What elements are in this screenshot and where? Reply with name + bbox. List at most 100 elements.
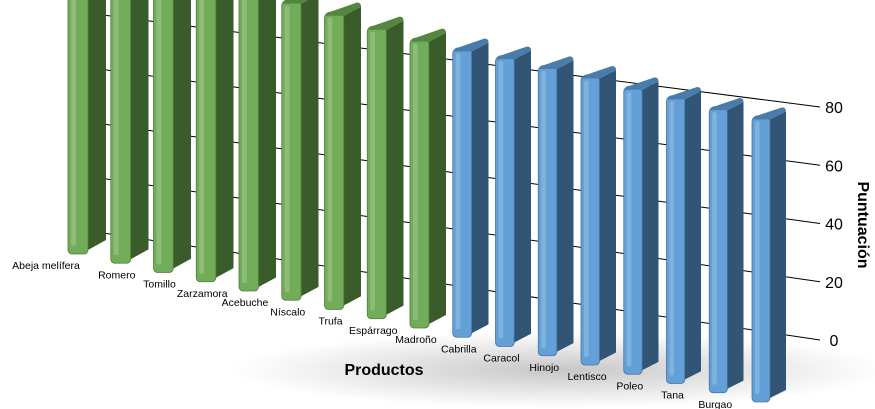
x-tick-label-12: Lentisco	[567, 371, 606, 383]
bar-side-1	[130, 0, 149, 260]
y-tick-label-0: 0	[830, 333, 839, 350]
bar-front-11	[537, 66, 558, 357]
bar-front-5	[281, 1, 302, 301]
bar-13	[623, 77, 659, 375]
bar-highlight-12	[584, 80, 589, 357]
x-tick-label-13: Poleo	[616, 380, 643, 392]
bar-14	[666, 86, 701, 384]
bar-front-14	[666, 96, 686, 384]
bar-10	[495, 46, 531, 347]
x-tick-label-0: Abeja melífera	[12, 260, 80, 272]
bar-highlight-16	[755, 121, 760, 394]
bar-top-5	[281, 0, 308, 4]
x-tick-label-14: Tana	[661, 390, 684, 402]
bar-top-9	[452, 38, 489, 52]
bar-highlight-3	[199, 0, 205, 274]
bar-front-13	[623, 87, 643, 375]
bar-front-4	[238, 0, 259, 292]
x-tick-label-10: Caracol	[483, 353, 519, 365]
bar-front-3	[195, 0, 217, 283]
bars	[67, 0, 786, 403]
bar-front-7	[366, 27, 387, 320]
bar-0	[67, 0, 106, 255]
bar-front-2	[153, 0, 174, 273]
bar-front-1	[110, 0, 132, 264]
bar-top-8	[410, 28, 446, 42]
bar-6	[324, 2, 361, 310]
bar-front-16	[751, 116, 771, 403]
bar-12	[580, 66, 616, 366]
bar-highlight-1	[113, 0, 119, 256]
bar-highlight-5	[284, 5, 290, 293]
bar-5	[281, 0, 319, 301]
bar-top-16	[752, 107, 786, 120]
x-tick-label-15: Burgao	[698, 399, 732, 409]
bar-side-12	[599, 70, 616, 361]
y-tick-label-40: 40	[825, 217, 843, 234]
bar-highlight-14	[669, 101, 675, 376]
y-tick-label-80: 80	[825, 100, 843, 117]
category-labels: Abeja melífera Romero TomilloZarzamoraAceb…	[12, 260, 768, 409]
x-tick-label-7: Espárrago	[349, 325, 398, 337]
bar-highlight-15	[712, 112, 717, 385]
x-tick-label-8: Madroño	[395, 334, 437, 346]
bar-front-8	[409, 39, 430, 329]
bar-3	[195, 0, 234, 283]
x-tick-label-1: Romero	[98, 269, 136, 281]
bar-top-12	[581, 66, 616, 79]
bar-9	[452, 38, 489, 338]
y-tick-label-20: 20	[825, 275, 843, 292]
bar-side-14	[684, 90, 701, 380]
bar-highlight-13	[626, 91, 632, 367]
bar-highlight-9	[455, 53, 461, 330]
bar-side-10	[514, 50, 531, 343]
bar-4	[238, 0, 276, 292]
bar-1	[110, 0, 149, 264]
bar-11	[537, 56, 574, 357]
bar-highlight-4	[242, 0, 247, 283]
bar-top-7	[367, 16, 404, 30]
bar-top-11	[538, 56, 574, 69]
x-tick-label-2: Tomillo	[143, 279, 176, 291]
x-tick-label-4: Acebuche	[222, 297, 269, 309]
bar-side-5	[301, 0, 319, 297]
bar-front-15	[708, 107, 728, 394]
bar-side-9	[471, 42, 489, 334]
bar-side-8	[429, 32, 446, 324]
bar-highlight-2	[156, 0, 162, 265]
x-tick-label-6: Trufa	[318, 316, 342, 328]
x-axis-title: Productos	[344, 362, 423, 379]
bar-highlight-6	[327, 17, 333, 302]
bar-top-10	[495, 46, 531, 60]
bar-highlight-0	[71, 0, 76, 246]
bar-side-4	[258, 0, 276, 287]
bar-2	[153, 0, 191, 273]
bar-side-2	[173, 0, 191, 269]
bar-top-13	[623, 77, 659, 90]
bar-side-6	[343, 6, 361, 306]
bar-side-15	[727, 102, 744, 389]
x-tick-label-11: Hinojo	[529, 362, 559, 374]
x-tick-label-3: Zarzamora	[177, 288, 228, 300]
bar-side-11	[556, 60, 574, 352]
bar-7	[366, 16, 404, 320]
bar-highlight-7	[370, 31, 376, 311]
bar-highlight-10	[498, 61, 504, 339]
y-axis-ticks: 0 20 40 60 80	[825, 100, 843, 350]
bar-top-14	[666, 86, 701, 100]
bar-top-15	[709, 98, 744, 111]
bar-front-10	[495, 56, 515, 347]
bar-front-9	[452, 49, 473, 338]
bar-side-16	[770, 111, 786, 398]
bar-front-6	[324, 13, 345, 310]
bar-16	[751, 107, 786, 403]
x-tick-label-5: Níscalo	[270, 306, 305, 318]
bar-15	[708, 98, 744, 394]
bar-side-7	[386, 20, 404, 315]
bar-side-0	[88, 0, 106, 250]
bar-8	[409, 28, 446, 329]
bar-side-13	[642, 81, 659, 371]
bar-highlight-11	[541, 70, 546, 348]
bar-side-3	[215, 0, 234, 278]
